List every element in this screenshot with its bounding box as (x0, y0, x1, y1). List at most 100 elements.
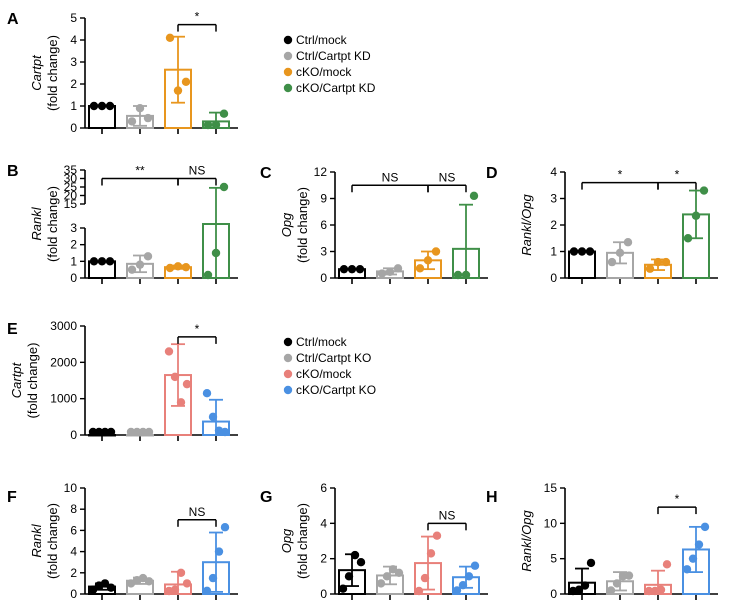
data-point (181, 77, 191, 87)
data-point (414, 586, 424, 596)
y-tick-label: 25 (64, 180, 78, 194)
data-point (645, 264, 655, 273)
legend-bottom: Ctrl/mock Ctrl/Cartpt KO cKO/mock cKO/Cartp… (283, 335, 376, 397)
panel-h: H 0 5 10 15 Rankl/Opg * (486, 481, 718, 601)
bar (606, 251, 634, 279)
data-point (615, 248, 625, 258)
data-point (376, 579, 386, 588)
y-tick-label: 3000 (50, 319, 77, 333)
y-axis-label-gene: Rankl (29, 206, 44, 240)
data-point (382, 572, 392, 581)
data-point (208, 573, 218, 583)
data-point (461, 270, 471, 280)
y-tick-label: 4 (550, 165, 557, 179)
y-axis-label-unit: (fold change) (45, 35, 60, 111)
data-point (135, 260, 145, 269)
legend-entry-label: cKO/Cartpt KD (296, 81, 376, 95)
data-point (176, 398, 186, 407)
data-point (144, 427, 154, 437)
y-axis-label-unit: (fold change) (25, 343, 40, 419)
data-point (423, 256, 433, 265)
data-point (612, 579, 622, 588)
y-axis-label-gene: Cartpt (29, 54, 44, 91)
data-point (181, 262, 191, 272)
data-point (173, 262, 183, 271)
data-point (220, 427, 230, 437)
legend-marker (283, 353, 293, 363)
significance-label: * (675, 168, 680, 182)
data-point (432, 531, 442, 540)
significance-label: * (675, 492, 680, 506)
y-tick-label: 2000 (50, 355, 77, 369)
data-point (623, 238, 633, 247)
data-point (470, 561, 480, 570)
data-point (88, 585, 98, 594)
data-point (214, 547, 224, 556)
y-axis-label-gene: Opg (279, 528, 294, 553)
significance-label: * (195, 322, 200, 336)
legend-top: Ctrl/mock Ctrl/Cartpt KD cKO/mock cKO/Cartp… (283, 33, 376, 95)
panel-label: E (7, 321, 18, 338)
data-point (662, 560, 672, 569)
data-point (165, 263, 175, 273)
data-point (700, 522, 710, 532)
legend-entry-label: cKO/mock (296, 367, 352, 381)
y-tick-label: 0 (320, 271, 327, 285)
y-tick-label: 5 (70, 11, 77, 25)
data-point (577, 247, 587, 256)
y-tick-label: 0 (70, 121, 77, 135)
data-point (97, 101, 107, 111)
data-point (464, 572, 474, 581)
data-point (170, 585, 180, 594)
significance-label: * (195, 10, 200, 24)
y-axis-label-gene: Rankl/Opg (519, 194, 534, 256)
data-point (89, 257, 99, 266)
data-point (127, 117, 137, 126)
legend-marker (283, 385, 293, 395)
significance-label: NS (189, 505, 206, 519)
data-point (144, 577, 154, 586)
panel-label: A (7, 11, 19, 28)
data-point (173, 86, 183, 95)
y-axis-label-unit: (fold change) (295, 503, 310, 579)
data-point (644, 586, 654, 596)
data-point (691, 211, 701, 220)
panel-label: F (7, 489, 17, 506)
y-tick-label: 1 (70, 254, 77, 268)
y-tick-label: 4 (70, 33, 77, 47)
y-tick-label: 1 (70, 99, 77, 113)
data-point (574, 585, 584, 594)
data-point (182, 579, 192, 588)
data-point (106, 427, 116, 437)
significance-label: * (618, 168, 623, 182)
significance-label: ** (135, 164, 145, 178)
y-tick-label: 0 (70, 271, 77, 285)
data-point (420, 573, 430, 583)
data-point (126, 427, 136, 437)
legend-marker (283, 369, 293, 379)
data-point (661, 257, 671, 267)
legend-marker (283, 35, 293, 45)
panel-c: C 0 3 6 9 12 Opg (fold change) NS NS (260, 165, 488, 285)
panel-label: B (7, 163, 19, 180)
data-point (586, 558, 596, 568)
data-point (606, 586, 616, 595)
y-axis-label-unit: (fold change) (45, 503, 60, 579)
y-tick-label: 3 (320, 245, 327, 259)
y-tick-label: 1 (550, 245, 557, 259)
y-axis-label-unit: (fold change) (295, 187, 310, 263)
y-tick-label: 9 (320, 192, 327, 206)
data-point (211, 248, 221, 258)
data-point (170, 372, 180, 382)
y-tick-label: 3 (550, 192, 557, 206)
y-tick-label: 2 (70, 77, 77, 91)
significance-label: NS (189, 164, 206, 178)
data-point (202, 389, 212, 398)
panel-label: H (486, 489, 498, 506)
data-point (694, 540, 704, 549)
y-tick-label: 3 (70, 55, 77, 69)
data-point (580, 581, 590, 590)
y-axis-label-unit: (fold change) (45, 186, 60, 262)
data-point (132, 427, 142, 437)
data-point (607, 257, 617, 267)
